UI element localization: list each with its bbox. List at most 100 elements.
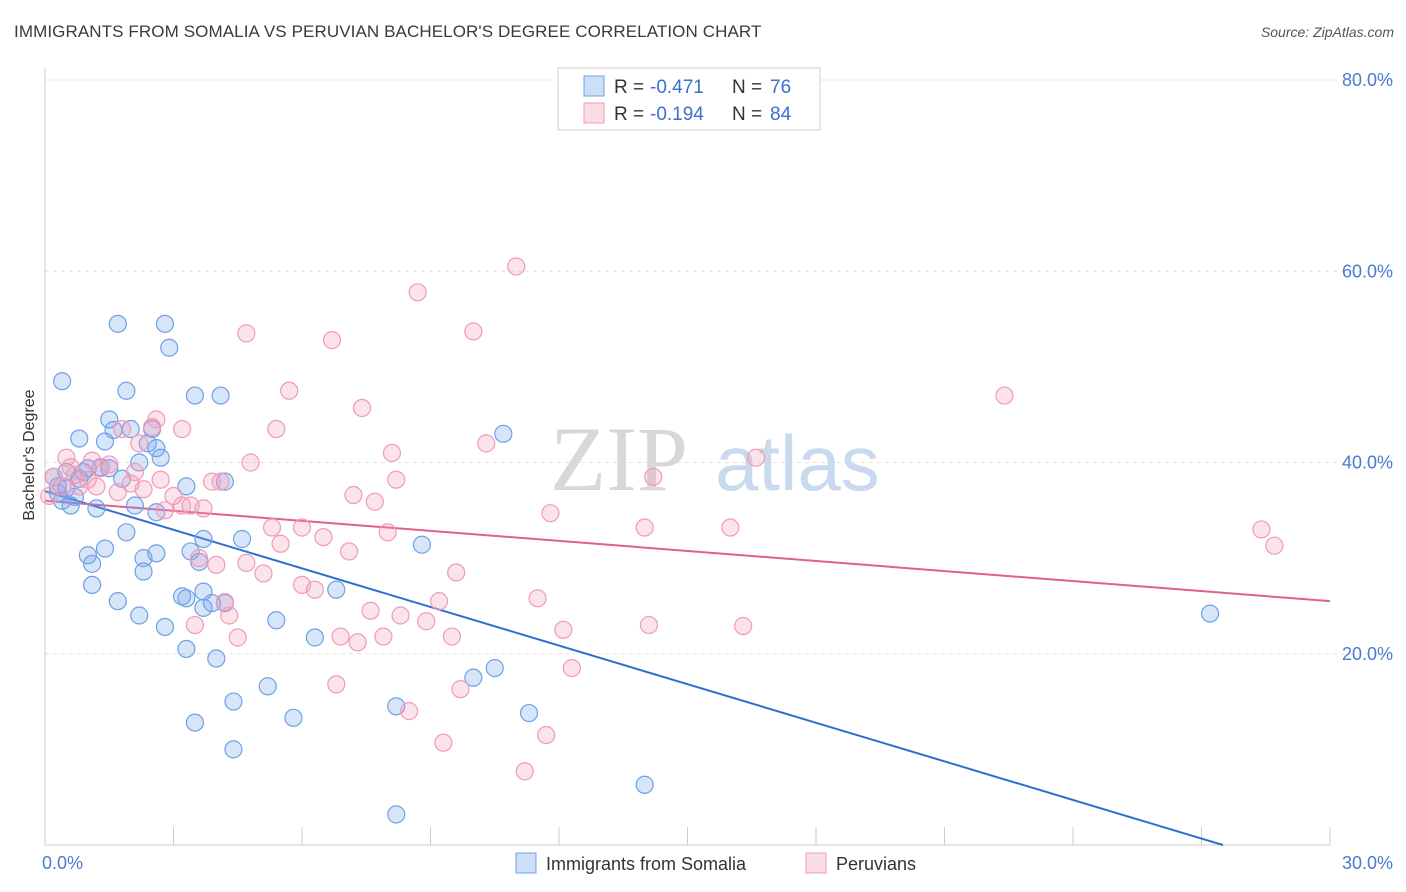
point-somalia	[130, 606, 149, 625]
point-somalia	[305, 628, 324, 647]
data-points	[40, 257, 1284, 824]
point-somalia	[147, 544, 166, 563]
point-somalia	[194, 598, 213, 617]
legend-bottom-label-somalia: Immigrants from Somalia	[546, 854, 747, 874]
point-peruvians	[721, 518, 740, 537]
point-peruvians	[130, 434, 149, 453]
point-peruvians	[87, 477, 106, 496]
legend-top-n-value-peruvians: 84	[770, 104, 792, 125]
point-peruvians	[635, 518, 654, 537]
point-somalia	[635, 775, 654, 794]
point-peruvians	[374, 627, 393, 646]
axes	[44, 68, 1331, 846]
point-somalia	[211, 386, 230, 405]
y-tick-label: 40.0%	[1342, 453, 1393, 473]
chart-source: Source: ZipAtlas.com	[1260, 24, 1394, 40]
point-peruvians	[147, 410, 166, 429]
point-peruvians	[344, 485, 363, 505]
point-somalia	[95, 539, 115, 558]
point-peruvians	[746, 448, 766, 467]
point-peruvians	[267, 419, 286, 439]
point-peruvians	[451, 680, 470, 699]
point-peruvians	[348, 633, 367, 652]
point-peruvians	[40, 486, 59, 506]
point-somalia	[194, 529, 213, 549]
watermark-zip: ZIP	[550, 408, 688, 510]
point-somalia	[65, 487, 85, 507]
point-peruvians	[382, 443, 402, 463]
legend-bottom-swatch-somalia	[515, 852, 537, 874]
legend-top-swatch-somalia	[583, 75, 605, 97]
point-somalia	[151, 448, 170, 467]
point-somalia	[83, 575, 102, 595]
point-peruvians	[442, 627, 462, 646]
legend-top-r-value-peruvians: -0.194	[650, 104, 704, 125]
chart-title: IMMIGRANTS FROM SOMALIA VS PERUVIAN BACH…	[14, 22, 762, 41]
point-peruvians	[271, 534, 290, 553]
point-peruvians	[241, 453, 260, 472]
point-somalia	[185, 713, 205, 732]
point-peruvians	[322, 331, 342, 350]
point-somalia	[485, 658, 504, 678]
point-peruvians	[408, 283, 427, 302]
point-somalia	[108, 592, 127, 611]
point-somalia	[258, 677, 277, 696]
y-tick-labels: 20.0% 40.0% 60.0% 80.0%	[1342, 70, 1393, 664]
point-peruvians	[292, 518, 312, 537]
point-somalia	[232, 529, 252, 549]
point-peruvians	[417, 612, 436, 631]
x-tick-labels: 0.0% 30.0%	[42, 853, 1393, 873]
point-peruvians	[434, 733, 453, 752]
point-peruvians	[91, 459, 110, 478]
point-peruvians	[477, 434, 496, 453]
point-somalia	[177, 477, 196, 496]
point-somalia	[464, 668, 483, 687]
point-peruvians	[537, 725, 556, 745]
legend-bottom-label-peruvians: Peruvians	[836, 854, 916, 874]
point-peruvians	[447, 563, 466, 582]
point-peruvians	[280, 381, 299, 400]
point-somalia	[494, 424, 513, 443]
legend-top-n-label-somalia: N =	[732, 77, 762, 98]
point-somalia	[70, 429, 89, 448]
point-somalia	[387, 805, 406, 824]
legend-top-swatch-peruvians	[583, 102, 605, 124]
point-peruvians	[220, 606, 239, 625]
point-peruvians	[554, 620, 573, 639]
point-peruvians	[734, 616, 753, 636]
point-somalia	[177, 639, 196, 659]
legend-bottom: Immigrants from Somalia Peruvians	[515, 852, 916, 874]
point-peruvians	[57, 448, 76, 467]
point-peruvians	[562, 658, 581, 678]
point-peruvians	[211, 472, 230, 491]
point-somalia	[177, 589, 196, 608]
point-peruvians	[464, 322, 483, 341]
point-somalia	[87, 499, 106, 518]
point-peruvians	[399, 702, 419, 721]
point-peruvians	[515, 762, 534, 781]
point-peruvians	[237, 324, 256, 343]
point-somalia	[61, 496, 80, 515]
point-somalia	[78, 546, 97, 565]
point-peruvians	[237, 553, 256, 573]
point-somalia	[519, 703, 539, 723]
point-peruvians	[185, 615, 205, 635]
point-somalia	[327, 580, 346, 599]
point-somalia	[207, 649, 226, 668]
x-tick-label: 30.0%	[1342, 853, 1393, 873]
point-peruvians	[541, 504, 560, 523]
legend-top-r-label-peruvians: R =	[614, 104, 644, 125]
point-somalia	[215, 472, 234, 491]
point-peruvians	[100, 455, 119, 474]
point-somalia	[267, 611, 286, 630]
point-somalia	[134, 562, 153, 581]
point-somalia	[284, 708, 303, 727]
point-somalia	[125, 496, 145, 515]
point-peruvians	[1265, 536, 1284, 555]
point-peruvians	[378, 523, 397, 542]
point-peruvians	[352, 398, 372, 418]
point-peruvians	[361, 601, 380, 620]
point-peruvians	[262, 518, 282, 537]
point-peruvians	[387, 470, 406, 489]
